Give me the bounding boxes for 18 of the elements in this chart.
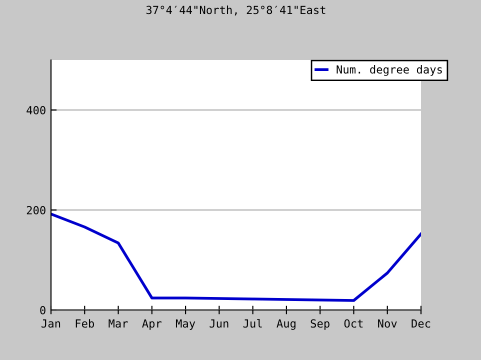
x-tick-label: Aug — [276, 319, 296, 330]
x-tick-label: Jan — [42, 319, 60, 328]
x-tick-label: Mar — [108, 319, 128, 328]
y-tick-label: 400 — [26, 106, 46, 114]
x-tick-label: Jul — [243, 319, 262, 328]
x-tick-label: Jun — [210, 319, 228, 328]
legend-label: Num. degree days — [336, 65, 442, 76]
x-tick-label: Feb — [76, 319, 94, 328]
x-tick-label: Sep — [310, 319, 330, 330]
x-tick-label: Dec — [412, 319, 430, 328]
x-tick-label: May — [176, 319, 196, 330]
x-tick-label: Oct — [344, 319, 363, 328]
x-tick-label: Nov — [378, 319, 397, 328]
y-tick-label: 0 — [40, 306, 46, 314]
chart-title: 37°4′44"North, 25°8′41"East — [146, 6, 326, 16]
line-series — [51, 212, 421, 302]
y-tick-label: 200 — [26, 206, 46, 214]
x-tick-label: Apr — [142, 319, 162, 330]
